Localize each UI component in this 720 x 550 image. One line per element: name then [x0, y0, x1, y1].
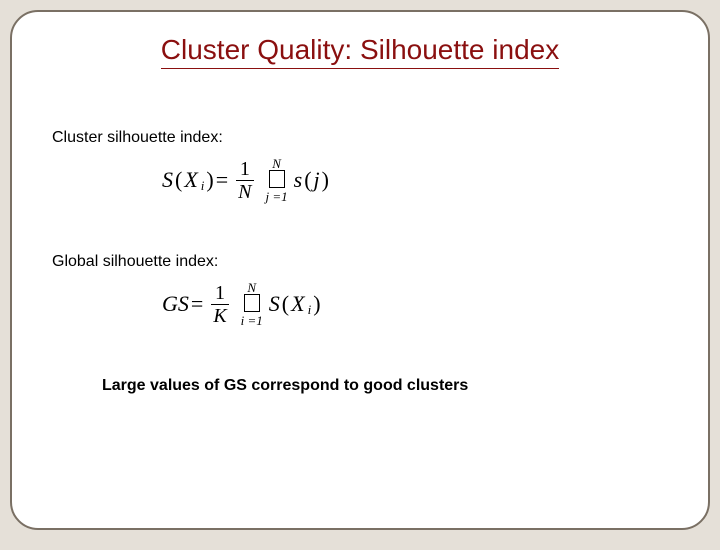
f1-lhs-argsub: i [201, 178, 205, 194]
f2-den: K [209, 305, 230, 326]
open-paren-icon: ( [282, 291, 289, 317]
f2-num: 1 [211, 283, 229, 305]
f1-lhs-func: S [162, 167, 173, 193]
f1-sum-upper: N [272, 157, 281, 170]
sum-box-icon [244, 294, 260, 312]
f1-rhs-arg: j [314, 167, 320, 193]
f2-lhs: GS [162, 291, 189, 317]
f1-den: N [234, 181, 255, 202]
f2-frac: 1 K [209, 283, 230, 326]
f1-sum-lower: j =1 [266, 190, 288, 203]
open-paren-icon: ( [175, 167, 182, 193]
f1-rhs-func: s [294, 167, 303, 193]
slide-card: Cluster Quality: Silhouette index Cluste… [10, 10, 710, 530]
formula1: S ( X i ) = 1 N N j =1 s ( j ) [162, 157, 678, 203]
slide-title: Cluster Quality: Silhouette index [161, 34, 559, 69]
sum-box-icon [269, 170, 285, 188]
open-paren-icon: ( [304, 167, 311, 193]
close-paren-icon: ) [206, 167, 213, 193]
close-paren-icon: ) [313, 291, 320, 317]
f2-sum: N i =1 [241, 281, 263, 327]
equals-icon: = [216, 167, 228, 193]
f2-sum-upper: N [247, 281, 256, 294]
f1-num: 1 [236, 159, 254, 181]
equals-icon: = [191, 291, 203, 317]
section1-label: Cluster silhouette index: [52, 129, 678, 147]
f1-frac: 1 N [234, 159, 255, 202]
f2-rhs-argsub: i [308, 302, 312, 318]
f1-sum: N j =1 [266, 157, 288, 203]
close-paren-icon: ) [322, 167, 329, 193]
f1-lhs-argbase: X [184, 167, 197, 193]
conclusion-text: Large values of GS correspond to good cl… [102, 377, 678, 395]
f2-sum-lower: i =1 [241, 314, 263, 327]
formula2: GS = 1 K N i =1 S ( X i ) [162, 281, 678, 327]
f2-rhs-argbase: X [291, 291, 304, 317]
f2-rhs-func: S [269, 291, 280, 317]
section2-label: Global silhouette index: [52, 253, 678, 271]
title-wrap: Cluster Quality: Silhouette index [42, 30, 678, 69]
